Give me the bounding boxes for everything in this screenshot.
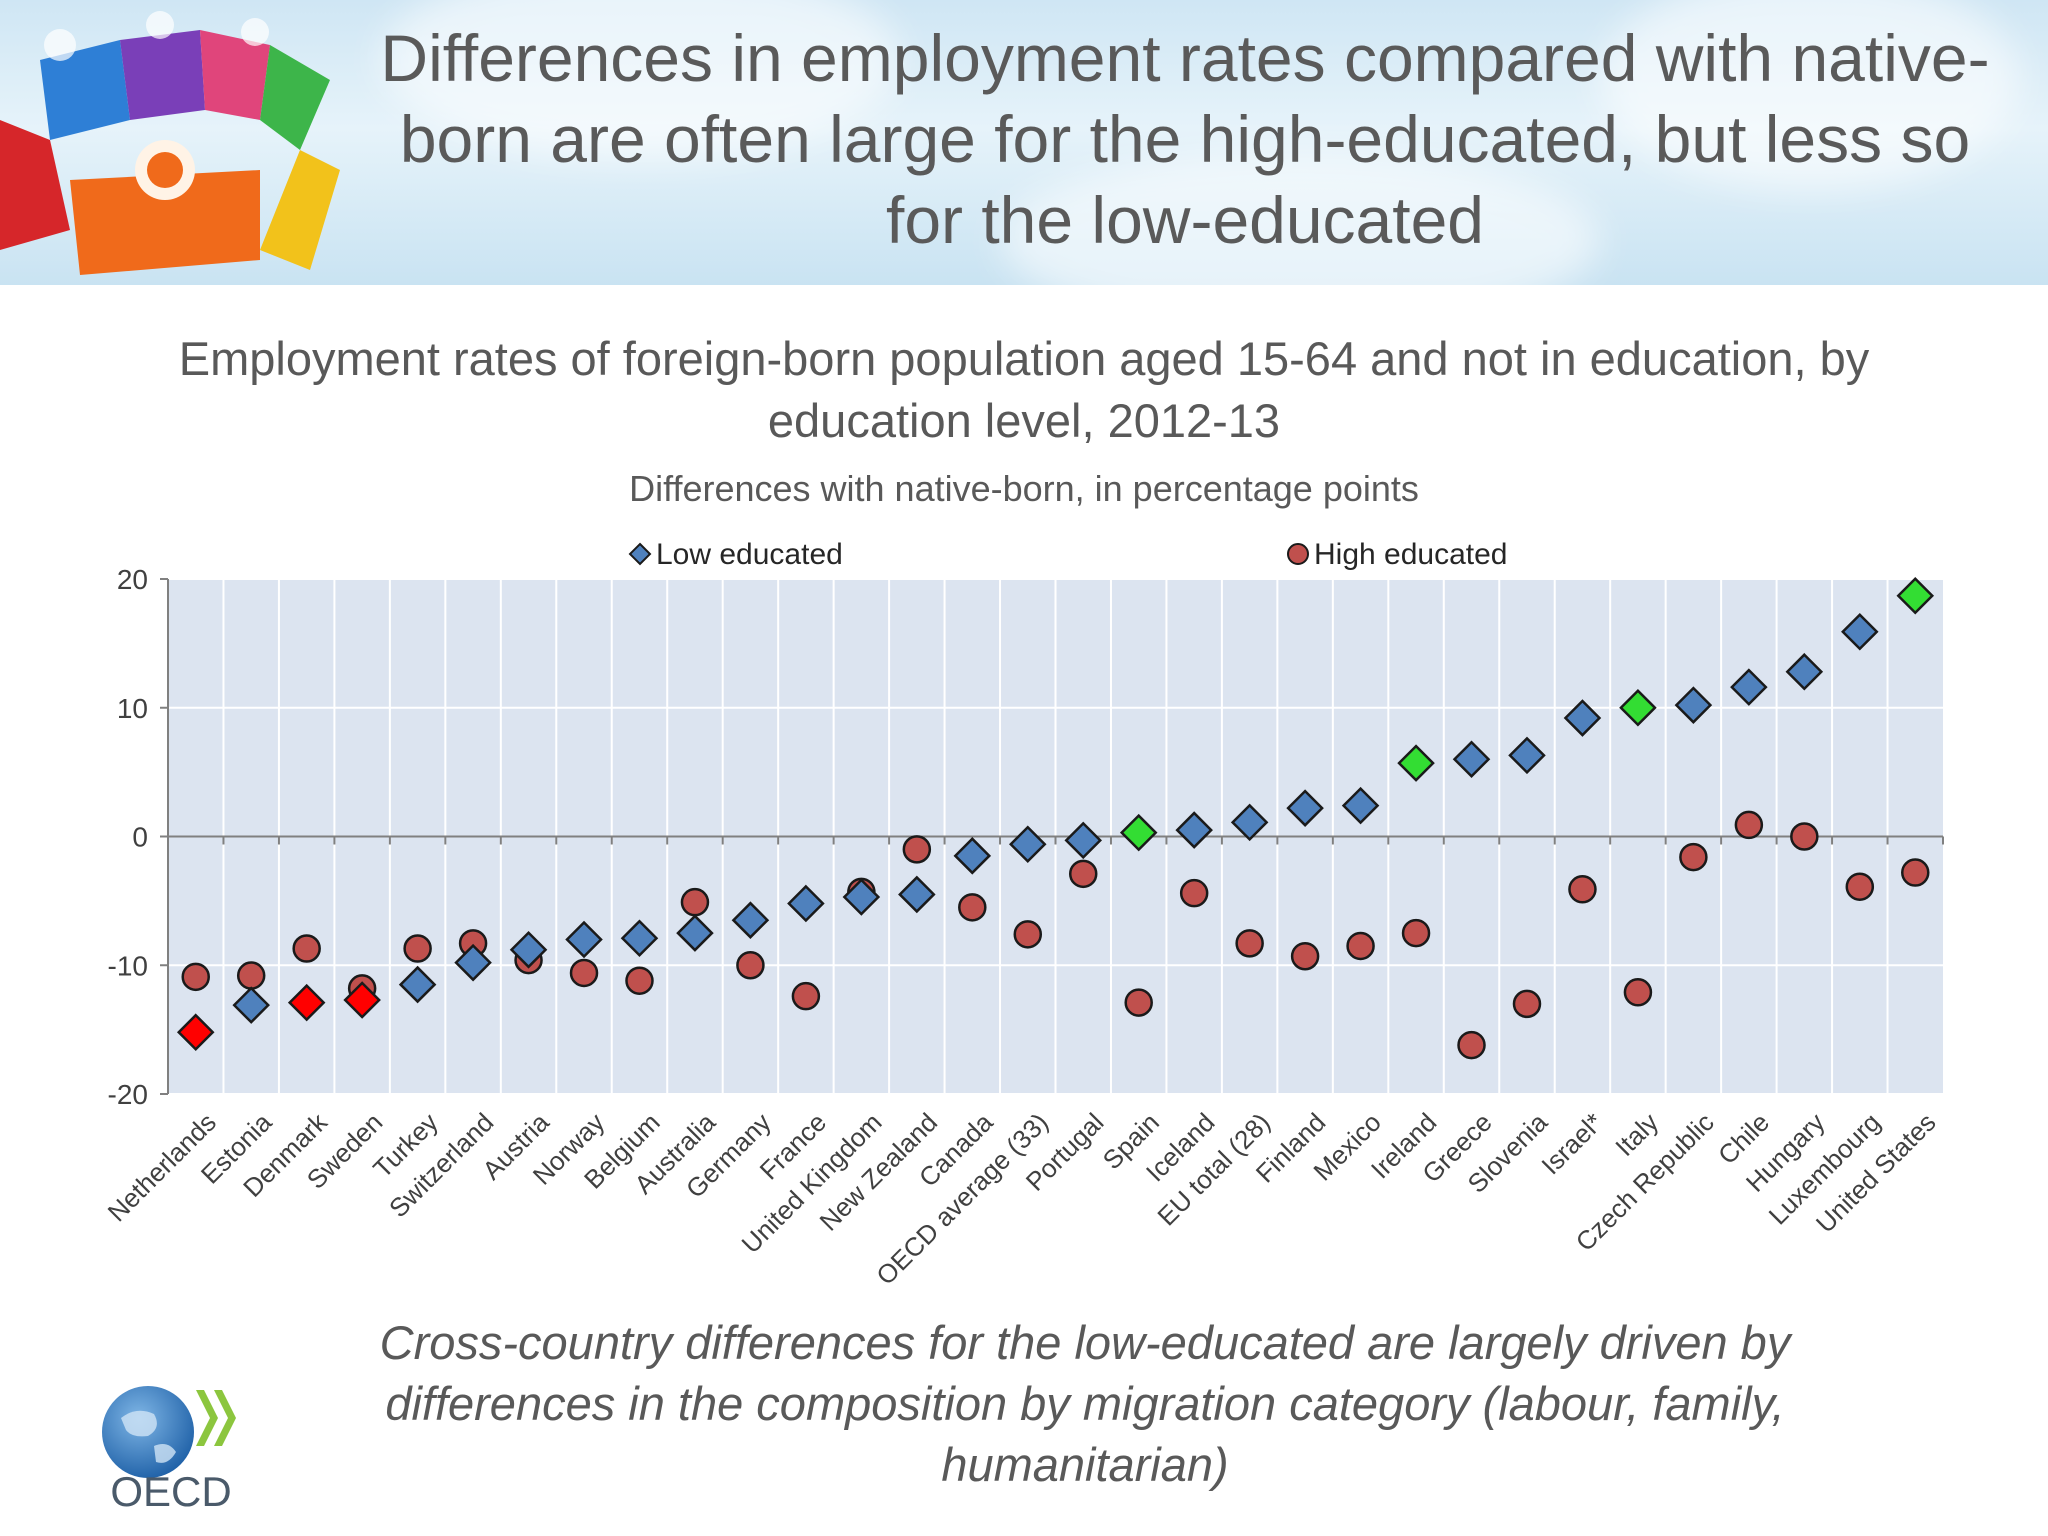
x-tick-label: Israel* [1535,1107,1608,1180]
high-educated-point [1845,872,1875,901]
high-educated-point [1901,858,1930,887]
legend-high-label: High educated [1314,538,1507,571]
low-educated-point [842,878,881,916]
high-educated-point [1512,989,1542,1019]
low-educated-point [509,931,548,969]
low-educated-point [731,901,770,939]
low-educated-point [953,837,992,875]
low-educated-point [1175,811,1213,849]
high-educated-point [902,835,932,864]
low-educated-point [1009,825,1047,863]
low-educated-point [1563,699,1602,737]
high-educated-point [1346,931,1375,961]
oecd-logo: OECD [102,1386,236,1508]
high-educated-point [791,981,821,1011]
y-tick-label: -20 [108,1079,148,1110]
high-educated-point [680,887,710,917]
logo-text: OECD [110,1468,231,1508]
high-educated-point [1623,978,1653,1007]
chart-title: Employment rates of foreign-born populat… [178,332,1870,447]
low-educated-point [898,875,936,914]
high-educated-point [1124,988,1153,1017]
high-educated-point [236,961,266,990]
high-educated-point [625,966,654,995]
legend-high-marker [1287,543,1309,565]
low-educated-point [176,1013,215,1051]
y-tick-label: 10 [117,693,148,724]
chevron-icon [196,1390,218,1446]
high-educated-point [1568,875,1597,904]
legend-low-label: Low educated [656,538,843,571]
low-educated-series [176,576,1935,1051]
y-tick-label: 0 [132,822,148,853]
high-educated-point [1679,842,1708,872]
low-educated-point [454,943,492,982]
low-educated-point [620,919,659,957]
low-educated-point [287,983,326,1022]
legend-low-marker [628,542,652,566]
low-educated-point [398,965,437,1004]
high-educated-point [181,962,210,992]
low-educated-point [1674,686,1713,724]
high-educated-point [1457,1030,1486,1060]
high-educated-point [1734,810,1764,840]
high-educated-point [1068,859,1098,889]
high-educated-point [1179,878,1209,908]
low-educated-point [1619,688,1657,727]
high-educated-series [181,810,1930,1060]
low-educated-point [1286,789,1324,827]
low-educated-point [1230,803,1269,842]
high-educated-point [1013,920,1043,949]
low-educated-point [1785,652,1824,691]
high-educated-point [403,934,432,963]
low-educated-point [565,920,603,959]
high-educated-point [292,934,321,963]
header-banner: Differences in employment rates compared… [0,0,2048,285]
puzzle-people-illustration [0,11,340,275]
low-educated-point [232,986,270,1024]
high-educated-point [1790,822,1819,851]
high-educated-point [1290,941,1320,971]
low-educated-point [1119,813,1158,852]
chart-subtitle: Differences with native-born, in percent… [629,468,1419,509]
low-educated-point [1064,821,1102,860]
low-educated-point [1730,668,1768,706]
y-tick-label: -10 [108,950,148,981]
low-educated-point [1841,613,1879,651]
low-educated-point [1896,576,1935,615]
footnote: Cross-country differences for the low-ed… [379,1316,1791,1491]
low-educated-point [787,884,825,923]
low-educated-point [676,914,714,952]
low-educated-point [1508,736,1546,775]
y-tick-label: 20 [117,564,148,595]
high-educated-point [1401,918,1431,948]
banner-title: Differences in employment rates compared… [380,21,1990,257]
high-educated-point [1235,929,1264,958]
low-educated-point [343,981,381,1019]
y-axis: -20 -10 0 10 20 [108,564,169,1110]
high-educated-point [736,951,765,980]
high-educated-point [569,958,599,988]
low-educated-point [1452,740,1491,779]
low-educated-point [1397,744,1435,782]
low-educated-point [1341,786,1380,825]
legend: Low educated High educated [628,538,1507,571]
high-educated-point [958,893,987,922]
